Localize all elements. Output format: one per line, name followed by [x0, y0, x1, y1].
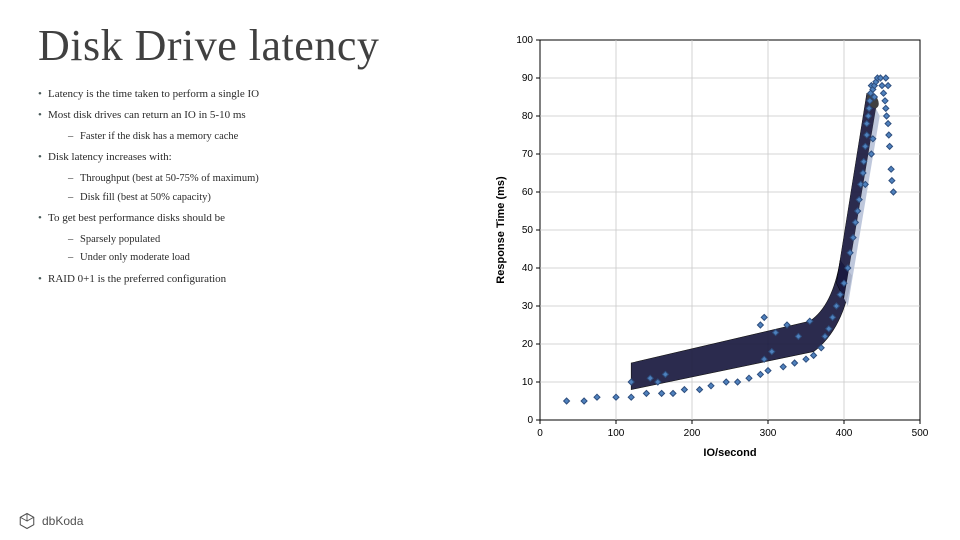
bullet-list: Latency is the time taken to perform a s…	[38, 81, 478, 293]
svg-text:200: 200	[684, 428, 701, 439]
footer: dbKoda	[18, 512, 83, 530]
svg-text:50: 50	[522, 225, 534, 236]
brand-logo-icon	[18, 512, 36, 530]
bullet-level1: Disk latency increases with:	[38, 150, 478, 165]
svg-text:300: 300	[760, 428, 777, 439]
bullet-level2: Sparsely populated	[68, 233, 478, 248]
svg-text:70: 70	[522, 149, 534, 160]
svg-text:100: 100	[516, 35, 533, 46]
svg-text:0: 0	[537, 428, 543, 439]
bullet-level2: Throughput (best at 50-75% of maximum)	[68, 172, 478, 187]
response-time-chart: 0 10 20 30 40 50 60 70 80 90 100 0 100 200 300 400 500 IO…	[490, 32, 930, 462]
svg-text:500: 500	[912, 428, 929, 439]
bullet-level2: Faster if the disk has a memory cache	[68, 130, 478, 145]
svg-text:10: 10	[522, 377, 534, 388]
svg-text:100: 100	[608, 428, 625, 439]
bullet-level1: To get best performance disks should be	[38, 211, 478, 226]
svg-text:20: 20	[522, 339, 534, 350]
svg-text:40: 40	[522, 263, 534, 274]
svg-text:80: 80	[522, 111, 534, 122]
bullet-level2: Under only moderate load	[68, 251, 478, 266]
bullet-level1: Most disk drives can return an IO in 5-1…	[38, 108, 478, 123]
bullet-level1: Latency is the time taken to perform a s…	[38, 87, 478, 102]
svg-text:Response Time (ms): Response Time (ms)	[495, 176, 507, 284]
svg-text:90: 90	[522, 73, 534, 84]
svg-text:60: 60	[522, 187, 534, 198]
svg-text:IO/second: IO/second	[703, 447, 756, 459]
bullet-level2: Disk fill (best at 50% capacity)	[68, 191, 478, 206]
svg-text:400: 400	[836, 428, 853, 439]
bullet-level1: RAID 0+1 is the preferred configuration	[38, 272, 478, 287]
svg-text:0: 0	[527, 415, 533, 426]
svg-text:30: 30	[522, 301, 534, 312]
footer-brand: dbKoda	[42, 514, 83, 528]
